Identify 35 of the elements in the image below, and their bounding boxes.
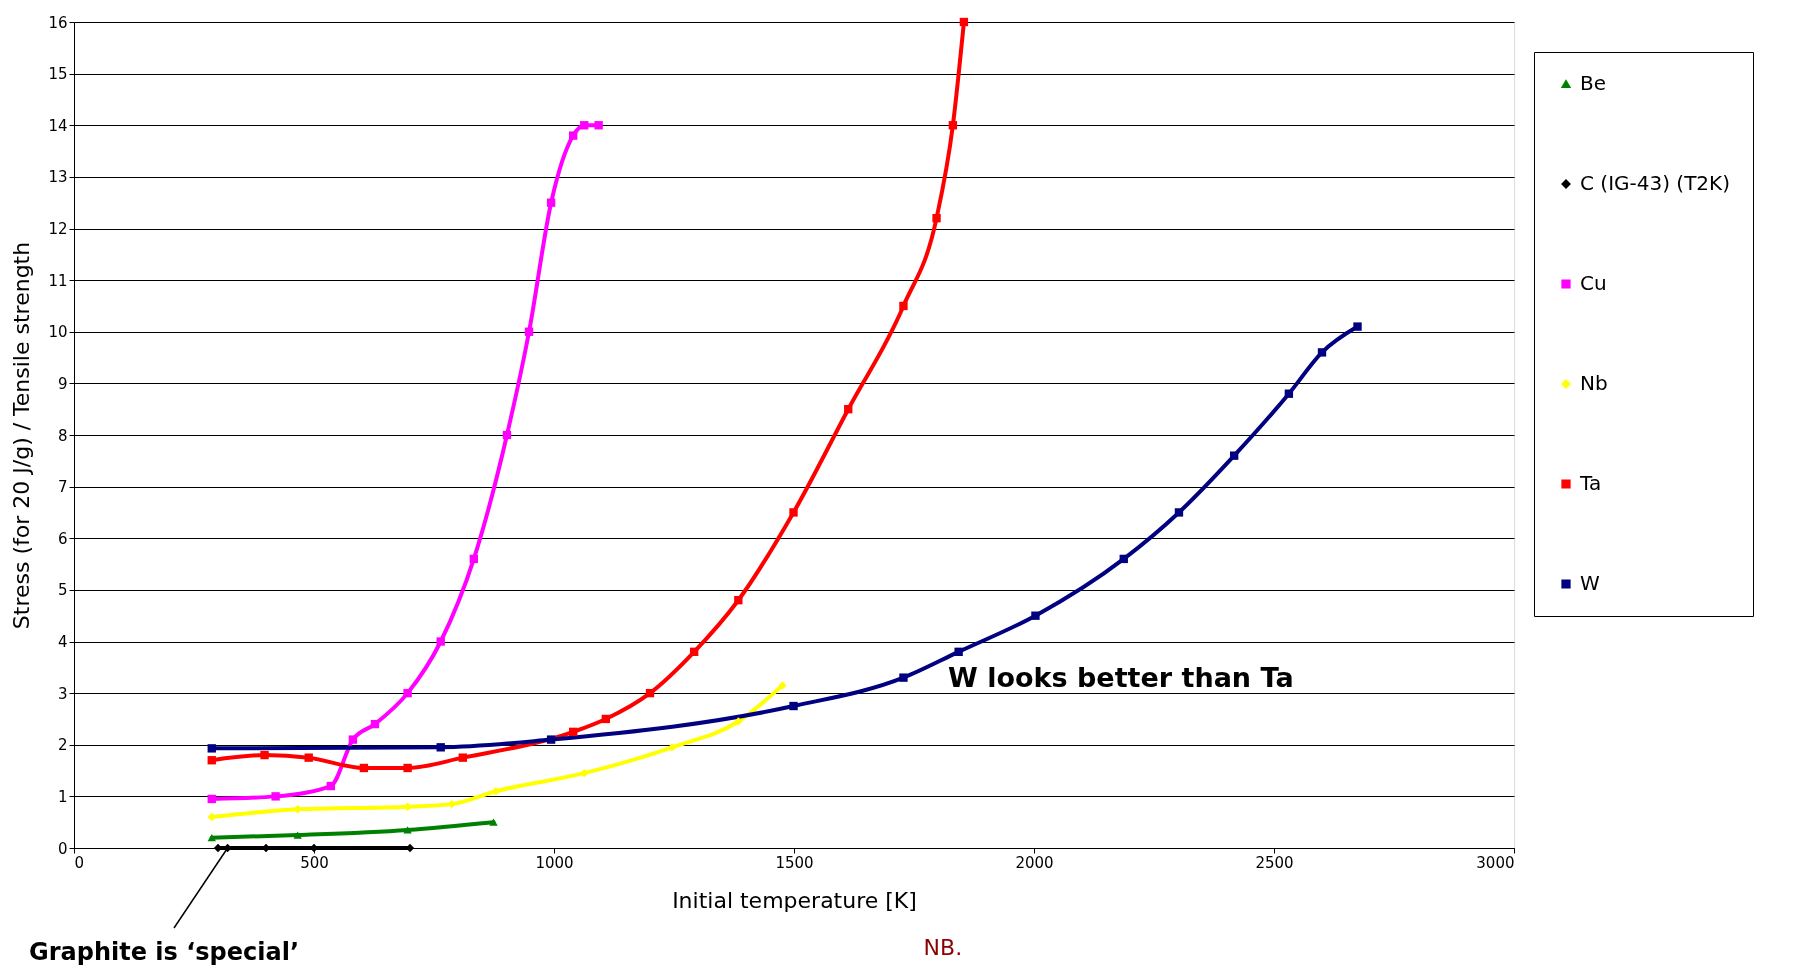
legend-label: Nb bbox=[1580, 371, 1608, 395]
y-tick-label: 15 bbox=[48, 65, 68, 84]
legend-label: Be bbox=[1580, 71, 1607, 95]
y-tick-label: 5 bbox=[57, 581, 68, 600]
y-tick-label: 0 bbox=[57, 839, 68, 858]
x-tick-label: 3000 bbox=[1476, 853, 1515, 872]
y-tick-label: 1 bbox=[57, 787, 68, 806]
y-tick-label: 13 bbox=[48, 168, 68, 187]
x-tick-label: 0 bbox=[74, 853, 85, 872]
y-tick-label: 12 bbox=[48, 220, 68, 238]
y-tick-label: 10 bbox=[48, 323, 68, 342]
legend-label: C (IG-43) (T2K) bbox=[1580, 171, 1731, 195]
annotation: Graphite is ‘special’ bbox=[29, 938, 300, 966]
annotation: W looks better than Ta bbox=[948, 661, 1294, 693]
y-tick-label: 9 bbox=[57, 374, 68, 393]
y-tick-label: 7 bbox=[57, 478, 68, 497]
legend-label: W bbox=[1580, 571, 1600, 595]
y-tick-label: 8 bbox=[57, 426, 68, 445]
y-tick-label: 2 bbox=[57, 736, 68, 755]
y-tick-label: 3 bbox=[57, 684, 68, 703]
y-tick-label: 16 bbox=[48, 13, 68, 32]
x-tick-label: 500 bbox=[300, 853, 329, 872]
y-tick-label: 6 bbox=[57, 529, 68, 548]
legend-label: Cu bbox=[1580, 271, 1607, 295]
x-tick-label: 1500 bbox=[775, 853, 814, 872]
y-tick-label: 11 bbox=[48, 271, 68, 290]
legend-label: Ta bbox=[1579, 471, 1602, 495]
x-axis-title: Initial temperature [K] bbox=[672, 887, 917, 913]
x-tick-label: 2500 bbox=[1255, 853, 1294, 872]
y-axis-title: Stress (for 20 J/g) / Tensile strength bbox=[9, 241, 35, 630]
x-tick-label: 2000 bbox=[1015, 853, 1054, 872]
x-tick-label: 1000 bbox=[535, 853, 574, 872]
text: NB. bbox=[923, 935, 963, 960]
y-tick-label: 14 bbox=[48, 116, 68, 135]
y-tick-label: 4 bbox=[57, 633, 68, 651]
